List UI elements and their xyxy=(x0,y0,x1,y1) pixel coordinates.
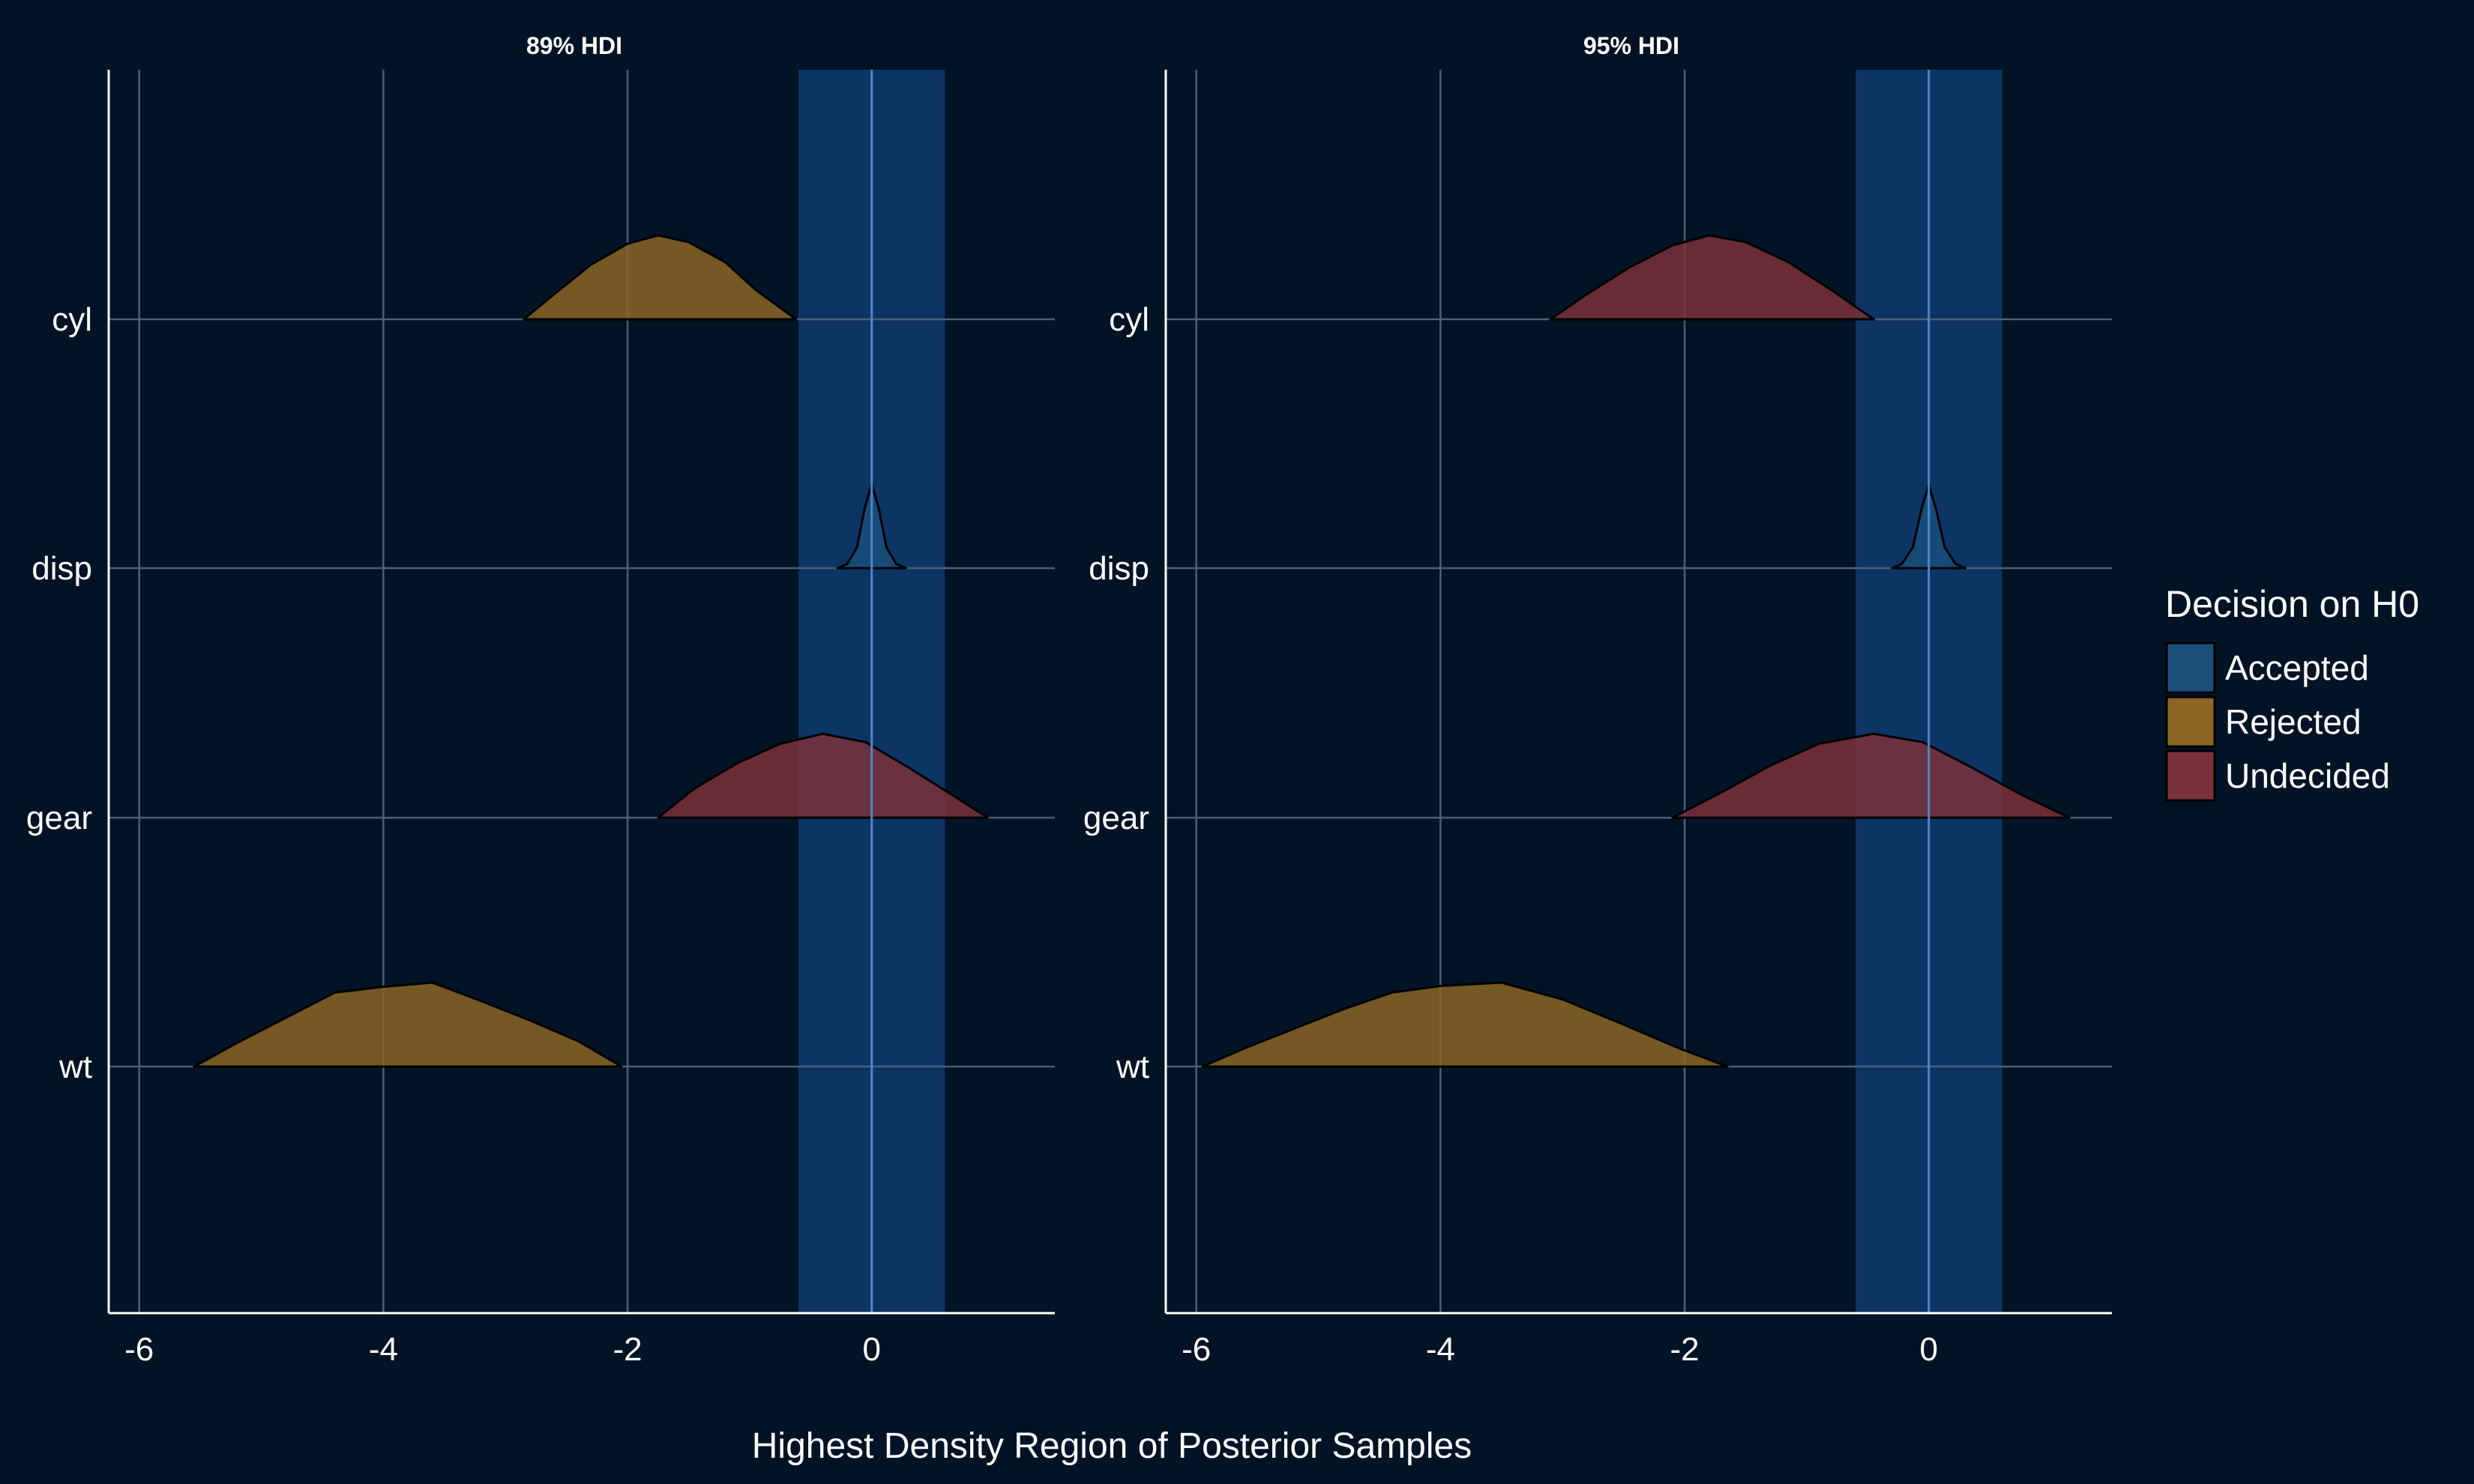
density-ridge-cyl xyxy=(523,234,798,321)
x-tick-label: 0 xyxy=(1919,1331,1937,1368)
density-ridge-gear xyxy=(1671,732,2071,819)
facets: 89% HDI -6 -4 -2 0 cyl disp gear wt 95% HDI -6 -4 -2… xyxy=(26,32,2112,1368)
y-tick-label: cyl xyxy=(1109,301,1149,338)
facet-panel-1: 89% HDI -6 -4 -2 0 cyl disp gear wt xyxy=(26,32,1055,1368)
facet-title: 89% HDI xyxy=(526,32,622,59)
x-tick-label: 0 xyxy=(862,1331,880,1368)
legend-label: Rejected xyxy=(2225,702,2362,741)
y-tick-label: wt xyxy=(58,1049,92,1085)
x-tick-label: -6 xyxy=(1182,1331,1211,1368)
legend-key-rejected xyxy=(2165,696,2216,748)
legend-label: Undecided xyxy=(2225,756,2390,795)
x-axis-title: Highest Density Region of Posterior Samp… xyxy=(752,1426,1472,1466)
density-ridge-wt xyxy=(193,981,623,1068)
y-tick-label: cyl xyxy=(52,301,92,338)
legend-key-undecided xyxy=(2165,749,2216,802)
facet-panel-2: 95% HDI -6 -4 -2 0 cyl disp gear wt xyxy=(1083,32,2112,1368)
x-tick-label: -2 xyxy=(613,1331,642,1368)
y-tick-label: gear xyxy=(1083,800,1149,836)
x-tick-label: -4 xyxy=(369,1331,398,1368)
legend: Decision on H0 Accepted Rejected Undecided xyxy=(2165,583,2419,802)
y-tick-label: wt xyxy=(1116,1049,1149,1085)
facet-title: 95% HDI xyxy=(1583,32,1679,59)
density-ridge-cyl xyxy=(1549,234,1875,321)
x-tick-label: -2 xyxy=(1670,1331,1700,1368)
density-ridge-gear xyxy=(657,732,989,819)
legend-label: Accepted xyxy=(2225,648,2369,687)
y-tick-label: gear xyxy=(26,800,92,836)
density-ridge-wt xyxy=(1201,981,1729,1068)
legend-title: Decision on H0 xyxy=(2165,583,2419,625)
legend-key-accepted xyxy=(2165,642,2216,694)
x-tick-label: -4 xyxy=(1426,1331,1455,1368)
y-tick-label: disp xyxy=(1089,550,1149,587)
y-tick-label: disp xyxy=(31,550,92,587)
x-tick-label: -6 xyxy=(124,1331,154,1368)
